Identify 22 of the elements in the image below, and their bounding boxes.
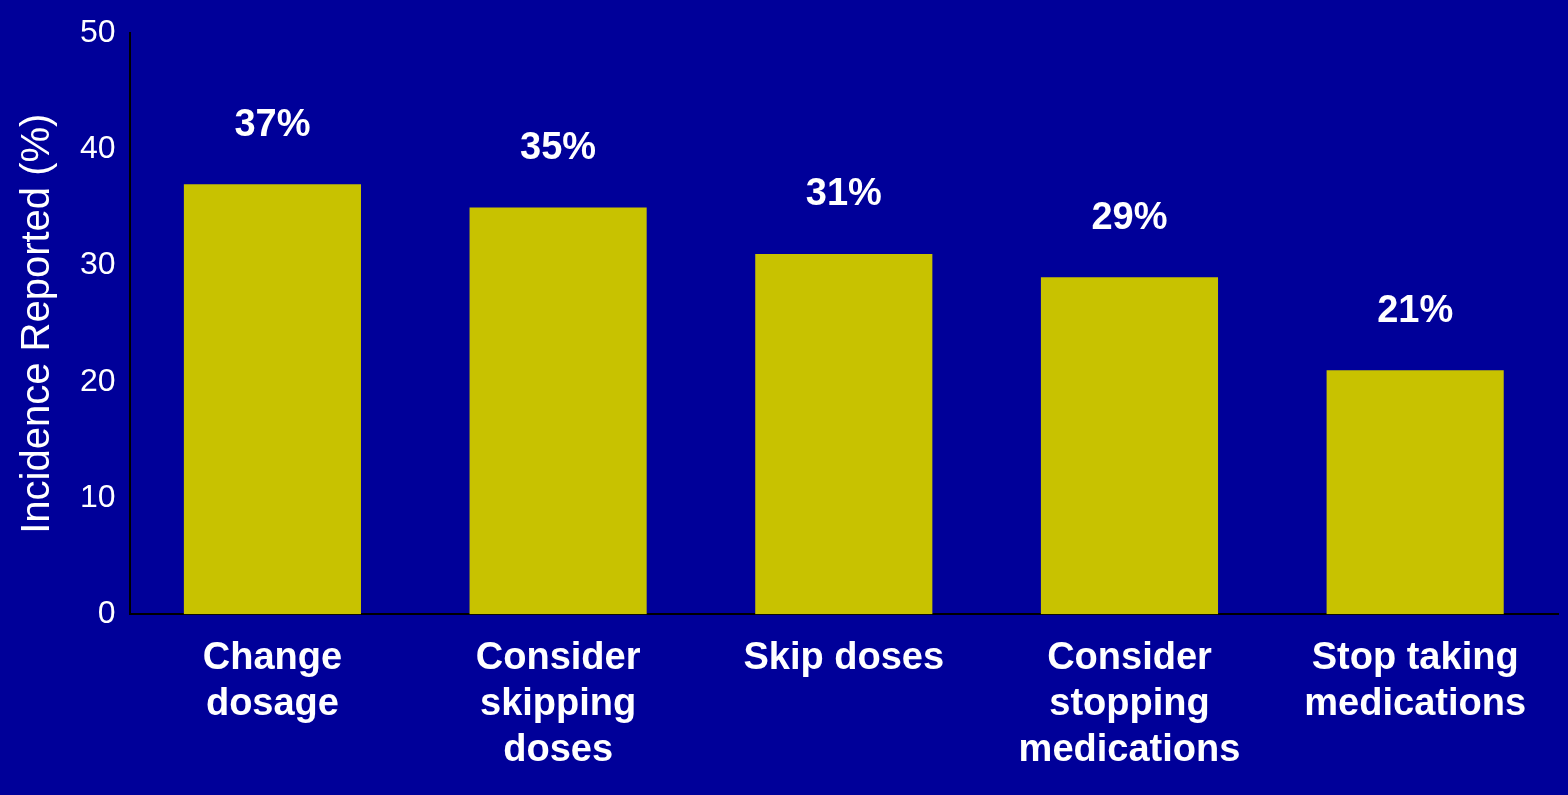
x-tick-label: Skip doses bbox=[743, 635, 945, 678]
data-label: 29% bbox=[1091, 194, 1168, 237]
bar bbox=[469, 207, 647, 615]
y-tick-label: 10 bbox=[80, 477, 116, 514]
bar bbox=[1040, 277, 1219, 615]
y-tick-label: 20 bbox=[80, 361, 116, 398]
x-tick-label: Consider skipping doses bbox=[475, 635, 641, 769]
x-tick-label: Consider stopping medications bbox=[1018, 635, 1241, 769]
x-tick-label: Change dosage bbox=[202, 635, 343, 724]
y-tick-label: 30 bbox=[80, 245, 116, 282]
bar bbox=[183, 184, 361, 615]
data-label: 35% bbox=[520, 124, 597, 167]
bar bbox=[755, 253, 933, 615]
y-tick-label: 40 bbox=[80, 129, 116, 166]
y-axis-title: Incidence Reported (%) bbox=[13, 113, 58, 534]
y-tick-label: 50 bbox=[80, 13, 116, 50]
data-label: 31% bbox=[805, 171, 882, 214]
data-label: 21% bbox=[1377, 287, 1454, 330]
y-tick-label: 0 bbox=[97, 594, 116, 631]
x-tick-label: Stop taking medications bbox=[1304, 635, 1527, 724]
bar bbox=[1326, 370, 1504, 615]
data-label: 37% bbox=[234, 101, 311, 144]
